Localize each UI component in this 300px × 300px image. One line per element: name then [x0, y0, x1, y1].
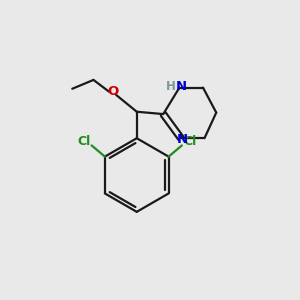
Text: N: N	[177, 133, 188, 146]
Text: O: O	[107, 85, 118, 98]
Text: Cl: Cl	[183, 135, 196, 148]
Text: H: H	[166, 80, 176, 93]
Text: Cl: Cl	[77, 135, 90, 148]
Text: N: N	[176, 80, 187, 93]
